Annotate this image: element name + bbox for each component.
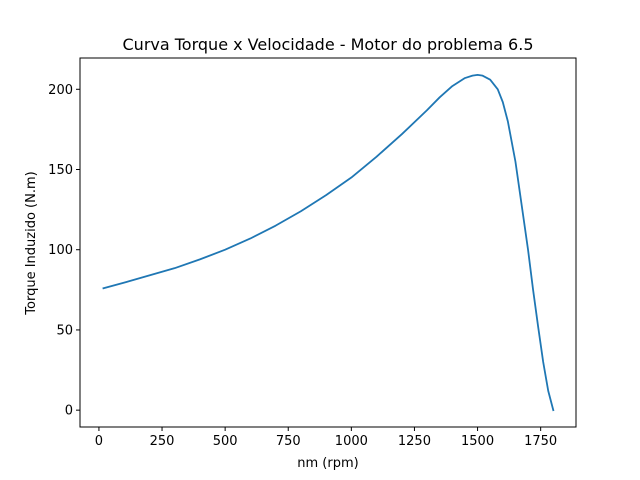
x-tick-label: 1000 bbox=[335, 434, 368, 449]
plot-frame bbox=[79, 57, 577, 428]
x-axis-label: nm (rpm) bbox=[297, 456, 358, 471]
x-tick-label: 500 bbox=[213, 434, 238, 449]
x-tick-label: 1750 bbox=[524, 434, 557, 449]
series-line-0 bbox=[102, 73, 555, 412]
y-tick-label: 200 bbox=[48, 83, 73, 98]
y-tick-label: 0 bbox=[65, 404, 73, 419]
x-tick-label: 1500 bbox=[461, 434, 494, 449]
x-tick-label: 0 bbox=[95, 434, 103, 449]
y-tick-label: 150 bbox=[48, 163, 73, 178]
y-tick-label: 100 bbox=[48, 243, 73, 258]
y-tick-label: 50 bbox=[56, 323, 73, 338]
y-axis-label: Torque Induzido (N.m) bbox=[24, 171, 39, 315]
x-tick-label: 250 bbox=[150, 434, 175, 449]
x-tick-label: 1250 bbox=[398, 434, 431, 449]
chart-title: Curva Torque x Velocidade - Motor do pro… bbox=[123, 35, 534, 54]
x-tick-label: 750 bbox=[276, 434, 301, 449]
